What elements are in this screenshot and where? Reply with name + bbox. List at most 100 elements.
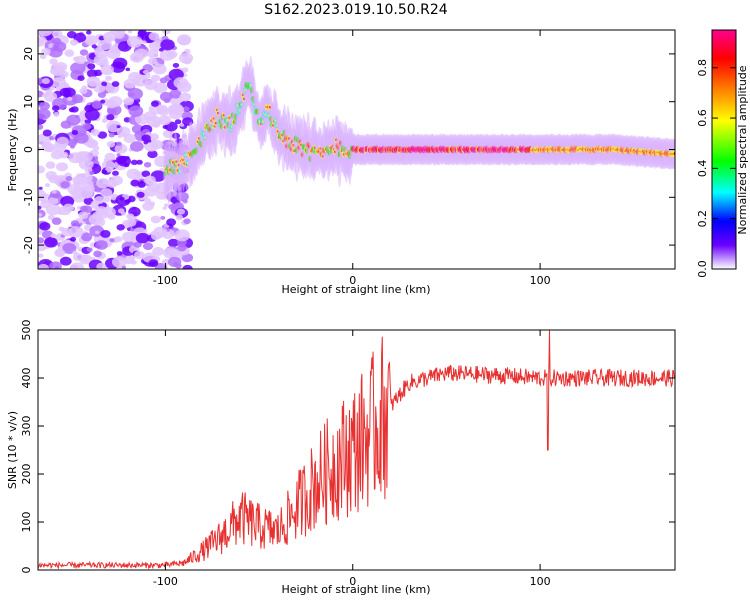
spectrogram-noise-blob <box>95 240 108 250</box>
spectrogram-noise-blob <box>55 162 68 172</box>
spectrogram-noise-blob <box>94 50 100 55</box>
spectrogram-noise-blob <box>150 215 161 224</box>
spectrogram-noise-blob <box>109 44 121 54</box>
spectrogram-noise-blob <box>154 41 162 48</box>
spectrogram-noise-blob <box>116 224 125 231</box>
spectrogram-noise-blob <box>70 220 80 227</box>
spectrogram-noise-blob <box>164 203 169 207</box>
spectrogram-noise-blob <box>42 129 52 137</box>
spectrogram-noise-blob <box>84 109 100 121</box>
colorbar-label: Normalized spectral amplitude <box>736 65 749 234</box>
spectrogram-noise-blob <box>38 253 44 258</box>
spectrogram-noise-blob <box>111 81 120 87</box>
spectrogram-noise-blob <box>93 250 102 258</box>
colorbar-gradient <box>712 30 736 269</box>
spectrogram-noise-blob <box>46 89 51 93</box>
colorbar-frame <box>711 29 737 270</box>
spectrogram-noise-blob <box>158 115 172 126</box>
spectrogram-noise-blob <box>176 191 189 202</box>
spectrogram-noise-blob <box>51 105 60 112</box>
spectrogram-noise-blob <box>97 39 112 51</box>
spectrogram-noise-blob <box>159 77 168 84</box>
spectrogram-noise-blob <box>132 74 149 87</box>
colorbar-tick-label: 0.2 <box>696 210 709 228</box>
spectrogram-noise-blob <box>39 101 50 111</box>
spectrogram-noise-blob <box>38 124 44 130</box>
spectrogram-noise-blob <box>96 262 107 269</box>
spectrogram-noise-blob <box>137 181 146 188</box>
spectrogram-noise-blob <box>49 261 62 269</box>
spectrogram-noise-blob <box>153 122 160 127</box>
spectrogram-noise-blob <box>89 171 95 176</box>
spectrogram-noise-blob <box>48 46 63 58</box>
spectrogram-noise-blob <box>38 30 53 37</box>
spectrogram-noise-blob <box>143 197 152 203</box>
spectrogram-ytick-label: 0 <box>22 146 35 153</box>
spectrogram-noise-blob <box>60 181 70 189</box>
spectrogram-noise-blob <box>152 63 167 75</box>
spectrogram-noise-blob <box>121 211 126 216</box>
spectrogram-noise-blob <box>97 131 108 139</box>
spectrogram-noise-blob <box>179 123 185 127</box>
spectrogram-noise-blob <box>162 206 167 210</box>
spectrogram-noise-blob <box>70 262 85 269</box>
spectrogram-noise-blob <box>41 78 50 85</box>
snr-xtick-label: 0 <box>349 575 356 588</box>
spectrogram-noise-blob <box>100 99 106 104</box>
spectrogram-noise-blob <box>129 141 144 152</box>
spectrogram-noise-blob <box>69 236 77 242</box>
spectrogram-noise-blob <box>125 67 131 72</box>
spectrogram-noise-blob <box>50 233 57 239</box>
spectrogram-noise-blob <box>78 211 89 220</box>
spectrogram-noise-blob <box>78 186 94 199</box>
spectrogram-noise-blob <box>38 108 51 120</box>
colorbar-tick-label: 0.0 <box>696 260 709 278</box>
spectrogram-noise-blob <box>105 99 118 109</box>
spectrogram-noise-blob <box>86 76 101 87</box>
spectrogram-heat <box>38 30 675 269</box>
spectrogram-noise-blob <box>102 179 110 185</box>
spectrogram-noise-blob <box>64 93 70 98</box>
snr-series-line <box>38 330 675 570</box>
snr-xtick-label: 100 <box>530 575 551 588</box>
spectrogram-noise-blob <box>116 125 121 129</box>
spectrogram-noise-blob <box>133 241 142 248</box>
spectrogram-ytick-label: 20 <box>22 47 35 61</box>
spectrogram-noise-blob <box>45 161 56 169</box>
spectrogram-noise-blob <box>38 237 45 244</box>
spectrogram-ytick-label: 10 <box>22 95 35 109</box>
spectrogram-noise-blob <box>51 190 57 194</box>
spectrogram-noise-blob <box>177 35 190 46</box>
spectrogram-noise-blob <box>166 218 177 227</box>
spectrogram-noise-blob <box>116 251 123 256</box>
spectrogram-noise-blob <box>74 55 87 65</box>
spectrogram-noise-blob <box>62 242 77 254</box>
spectrogram-noise-blob <box>176 243 187 252</box>
spectrogram-noise-blob <box>174 119 182 125</box>
spectrogram-noise-blob <box>135 232 150 244</box>
spectrogram-noise-blob <box>38 263 49 269</box>
spectrogram-noise-blob <box>100 229 111 238</box>
spectrogram-noise-blob <box>162 30 171 35</box>
spectrogram-noise-blob <box>134 48 148 59</box>
spectrogram-noise-blob <box>168 203 177 210</box>
spectrogram-noise-blob <box>143 161 152 168</box>
spectrogram-noise-blob <box>68 226 84 238</box>
snr-ytick-label: 100 <box>20 512 33 533</box>
spectrogram-noise-blob <box>123 162 130 168</box>
spectrogram-xlabel: Height of straight line (km) <box>281 283 430 296</box>
spectrogram-noise-blob <box>169 89 182 99</box>
spectrogram-noise-blob <box>95 205 108 216</box>
spectrogram-noise-blob <box>147 150 158 159</box>
spectrogram-noise-blob <box>182 106 190 112</box>
spectrogram-noise-blob <box>114 143 128 154</box>
spectrogram-noise-blob <box>38 205 42 210</box>
spectrogram-xtick-label: -100 <box>153 274 178 287</box>
spectrogram-noise-blob <box>44 183 51 188</box>
spectrogram-noise-blob <box>152 246 164 257</box>
spectrogram-noise-blob <box>58 226 65 232</box>
spectrogram-noise-blob <box>111 256 127 268</box>
spectrogram-noise-blob <box>105 75 112 81</box>
spectrogram-noise-blob <box>112 170 119 176</box>
